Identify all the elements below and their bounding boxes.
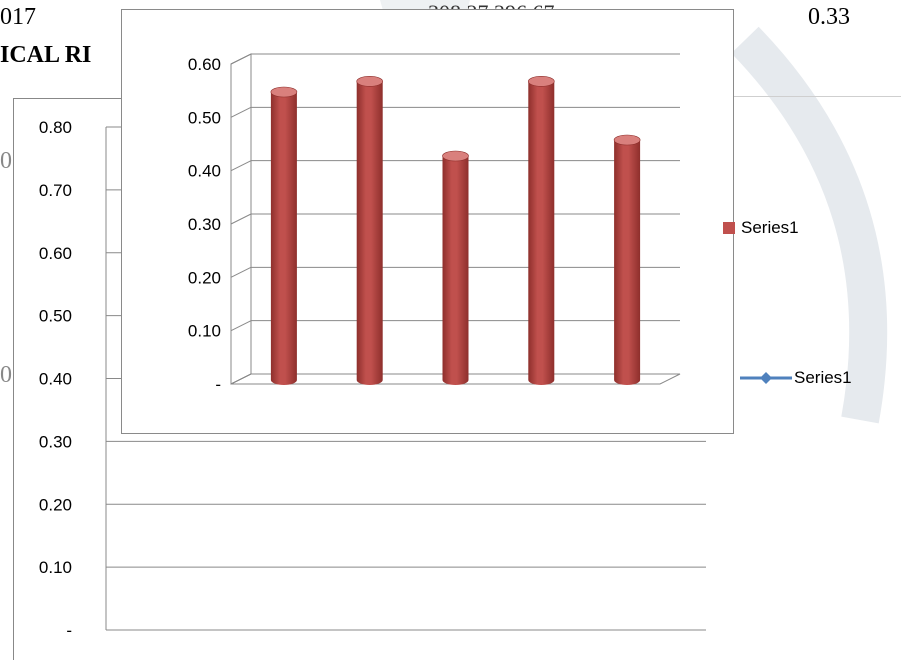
bar-cylinder[interactable]	[442, 150, 469, 385]
bar-y-tick-label: 0.10	[188, 322, 221, 341]
background-fragment-a: 0	[0, 148, 12, 174]
bar-cylinder-body	[442, 156, 469, 385]
line-y-tick-label: 0.80	[39, 118, 72, 137]
bar-grid-diagonal	[230, 266, 252, 278]
bar-grid-diagonal	[230, 160, 252, 172]
bar-grid-diagonal	[230, 53, 252, 65]
background-heading-fragment: ICAL RI	[0, 42, 92, 68]
bar-legend-swatch	[723, 222, 735, 234]
bar-cylinder-top	[270, 86, 298, 98]
line-y-tick-label: 0.20	[39, 495, 72, 514]
line-legend-label: Series1	[794, 368, 852, 387]
bar-cylinder-body	[528, 81, 555, 385]
bar-cylinder-body	[356, 81, 383, 385]
bar-chart-plot: - 0.10 0.20 0.30 0.40 0.50 0.60	[188, 53, 681, 394]
bar-cylinder-top	[527, 76, 555, 87]
bar-y-tick-label: 0.30	[188, 215, 221, 234]
line-y-tick-label: 0.60	[39, 244, 72, 263]
bar-cylinder[interactable]	[356, 76, 383, 385]
line-chart-legend: Series1	[740, 368, 852, 388]
line-y-tick-label: 0.30	[39, 432, 72, 451]
bar-cylinder-top	[442, 150, 469, 162]
bar-grid-diagonal	[230, 106, 252, 118]
line-y-tick-label: 0.50	[39, 307, 72, 326]
bar-floor	[230, 373, 681, 385]
background-fragment-b: 0	[0, 362, 12, 388]
bar-legend-label: Series1	[741, 218, 799, 237]
line-y-tick-label: 0.10	[39, 558, 72, 577]
bar-cylinder[interactable]	[613, 134, 641, 385]
line-y-tick-label: -	[66, 621, 72, 640]
bar-grid-diagonal	[230, 213, 252, 225]
bar-y-tick-label: 0.60	[188, 55, 221, 74]
line-y-tick-label: 0.40	[39, 370, 72, 389]
line-y-tick-label: 0.70	[39, 181, 72, 200]
bar-chart[interactable]: - 0.10 0.20 0.30 0.40 0.50 0.60 Series1	[121, 9, 799, 434]
bar-cylinder-top	[613, 134, 641, 146]
background-rule	[707, 96, 901, 97]
bar-grid-diagonal	[230, 320, 252, 332]
background-year-fragment: 017	[0, 4, 36, 30]
bar-y-tick-label: 0.50	[188, 108, 221, 127]
bar-cylinder-body	[270, 92, 297, 385]
bar-chart-legend: Series1	[723, 218, 799, 238]
bar-cylinder[interactable]	[270, 86, 298, 385]
bar-cylinder-body	[614, 140, 641, 385]
line-series-marker-icon	[740, 372, 792, 384]
bar-y-tick-label: 0.40	[188, 162, 221, 181]
bar-y-tick-label: 0.20	[188, 268, 221, 287]
bar-cylinder-top	[356, 76, 383, 87]
bar-y-tick-label: -	[215, 375, 221, 394]
bar-cylinder[interactable]	[527, 76, 555, 385]
background-value: 0.33	[808, 4, 850, 30]
